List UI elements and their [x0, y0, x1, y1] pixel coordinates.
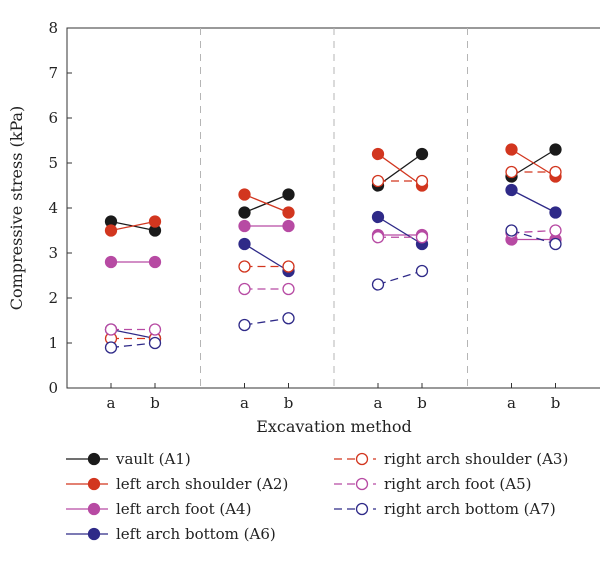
data-point-series-1: [238, 206, 251, 219]
data-point-series-1: [415, 147, 429, 161]
data-point-series-2: [282, 206, 295, 219]
data-point-series-2: [238, 188, 251, 201]
y-tick-label: 5: [48, 154, 58, 172]
data-point-series-7: [104, 341, 118, 354]
data-point-series-7: [238, 318, 251, 332]
series-line-7: [110, 342, 156, 349]
data-point-series-6: [415, 231, 429, 244]
data-point-series-3: [148, 255, 162, 269]
data-point-series-2: [148, 215, 162, 228]
legend-label-1: vault (A1): [115, 450, 191, 468]
legend-marker-1: [87, 452, 101, 466]
legend-marker-2: [87, 477, 101, 491]
y-tick-label: 2: [48, 289, 58, 307]
data-point-series-2: [104, 224, 118, 237]
y-tick-label: 4: [48, 199, 58, 217]
x-tick-label: a: [107, 394, 116, 412]
data-point-series-4: [505, 183, 518, 197]
x-axis-title: Excavation method: [256, 417, 412, 436]
legend-marker-7: [355, 502, 369, 516]
series-line-7: [244, 317, 289, 326]
legend-label-4: left arch bottom (A6): [116, 525, 276, 543]
data-point-series-5: [371, 174, 385, 188]
data-point-series-7: [371, 278, 385, 291]
data-point-series-7: [282, 312, 295, 325]
data-point-series-1: [282, 188, 295, 201]
series-line-2: [377, 153, 423, 187]
y-tick-label: 0: [48, 379, 58, 397]
legend-marker-4: [87, 527, 101, 541]
data-point-series-6: [238, 282, 251, 296]
x-tick-label: b: [551, 394, 561, 412]
y-tick-label: 1: [48, 334, 58, 352]
series-line-4: [244, 243, 289, 272]
y-tick-label: 7: [48, 64, 58, 82]
series-line-7: [511, 229, 556, 245]
data-point-series-3: [282, 219, 295, 233]
data-point-series-5: [238, 260, 251, 273]
series-line-4: [511, 189, 556, 214]
data-point-series-6: [371, 231, 385, 244]
data-point-series-5: [415, 174, 429, 188]
data-point-series-4: [238, 237, 251, 251]
data-point-series-7: [415, 264, 429, 278]
legend-label-5: right arch shoulder (A3): [384, 450, 568, 468]
x-tick-label: a: [507, 394, 516, 412]
y-axis-title: Compressive stress (kPa): [7, 106, 26, 311]
data-point-series-3: [104, 255, 118, 269]
legend-label-7: right arch bottom (A7): [384, 500, 556, 518]
series-line-7: [377, 270, 423, 286]
legend-marker-5: [355, 452, 369, 466]
data-point-series-6: [104, 323, 118, 336]
x-tick-label: b: [150, 394, 160, 412]
x-tick-label: b: [284, 394, 294, 412]
data-point-series-4: [371, 210, 385, 224]
data-point-series-5: [505, 165, 518, 179]
data-point-series-6: [282, 282, 295, 296]
legend-marker-6: [355, 477, 369, 491]
series-line-4: [110, 328, 156, 340]
data-point-series-7: [505, 224, 518, 237]
y-tick-label: 8: [48, 19, 58, 37]
data-point-series-4: [549, 206, 562, 219]
data-point-series-2: [505, 143, 518, 156]
data-point-series-5: [549, 165, 562, 179]
y-tick-label: 6: [48, 109, 58, 127]
data-point-series-1: [549, 143, 562, 156]
data-point-series-2: [371, 147, 385, 161]
data-point-series-6: [148, 323, 162, 336]
x-tick-label: a: [240, 394, 249, 412]
data-point-series-7: [549, 237, 562, 251]
data-point-series-5: [282, 260, 295, 273]
legend-label-6: right arch foot (A5): [384, 475, 531, 493]
series-line-4: [377, 216, 423, 245]
y-tick-label: 3: [48, 244, 58, 262]
legend-label-3: left arch foot (A4): [116, 500, 251, 518]
data-point-series-3: [238, 219, 251, 233]
data-point-series-6: [549, 224, 562, 237]
series-line-2: [244, 193, 289, 214]
legend-label-2: left arch shoulder (A2): [116, 475, 288, 493]
data-point-series-7: [148, 336, 162, 350]
x-tick-label: b: [417, 394, 427, 412]
series-line-2: [110, 220, 156, 232]
series-line-2: [511, 148, 556, 178]
legend-marker-3: [87, 502, 101, 516]
x-tick-label: a: [374, 394, 383, 412]
